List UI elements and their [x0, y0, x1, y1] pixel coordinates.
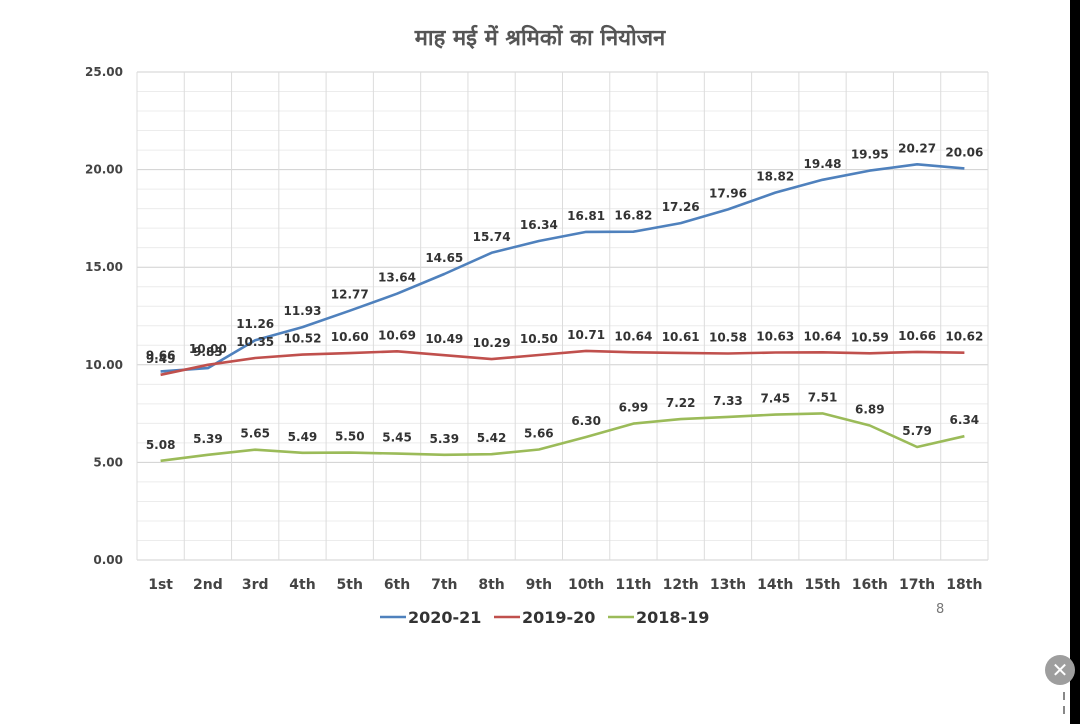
x-tick-label: 15th [804, 577, 840, 593]
data-label: 14.65 [425, 251, 463, 265]
data-label: 5.42 [477, 431, 507, 445]
series-line-2020-21 [160, 163, 965, 373]
x-tick-label: 10th [568, 577, 604, 593]
data-label: 9.83 [193, 345, 223, 359]
legend-label-2019-20: 2019-20 [522, 608, 595, 627]
data-label: 11.26 [236, 317, 274, 331]
data-label: 5.45 [382, 431, 412, 445]
x-tick-label: 3rd [242, 577, 269, 593]
x-tick-label: 8th [478, 577, 504, 593]
data-label: 10.49 [425, 332, 463, 346]
data-label: 7.22 [666, 396, 696, 410]
y-tick-label: 15.00 [85, 260, 123, 274]
page-number: 8 [936, 602, 945, 617]
x-tick-label: 7th [431, 577, 457, 593]
data-label: 5.39 [430, 432, 460, 446]
data-label: 10.52 [283, 332, 321, 346]
data-label: 10.61 [662, 330, 700, 344]
y-tick-label: 0.00 [93, 553, 123, 567]
data-label: 10.35 [236, 335, 274, 349]
data-label: 19.48 [804, 157, 842, 171]
x-tick-label: 14th [757, 577, 793, 593]
data-label: 7.51 [808, 390, 838, 404]
data-label: 5.39 [193, 432, 223, 446]
data-label: 7.33 [713, 394, 743, 408]
data-label: 10.58 [709, 330, 747, 344]
data-label: 12.77 [331, 288, 369, 302]
data-label: 10.64 [614, 329, 652, 343]
x-tick-label: 4th [289, 577, 315, 593]
data-label: 9.49 [146, 352, 176, 366]
data-label: 17.26 [662, 200, 700, 214]
x-tick-label: 6th [384, 577, 410, 593]
data-label: 19.95 [851, 148, 889, 162]
data-label: 15.74 [473, 230, 511, 244]
close-icon[interactable]: ✕ [1045, 655, 1075, 685]
data-label: 16.34 [520, 218, 558, 232]
data-label: 10.66 [898, 329, 936, 343]
data-label: 5.49 [288, 430, 318, 444]
x-tick-label: 17th [899, 577, 935, 593]
data-label: 16.82 [614, 209, 652, 223]
x-tick-label: 5th [337, 577, 363, 593]
data-label: 9.66 [146, 348, 176, 362]
x-tick-label: 12th [663, 577, 699, 593]
data-label: 10.62 [945, 330, 983, 344]
data-label: 13.64 [378, 271, 416, 285]
data-label: 5.08 [146, 438, 176, 452]
x-tick-label: 18th [946, 577, 982, 593]
data-label: 5.79 [902, 424, 932, 438]
data-label: 6.34 [950, 413, 980, 427]
data-label: 5.65 [240, 427, 270, 441]
data-label: 18.82 [756, 170, 794, 184]
legend-label-2018-19: 2018-19 [636, 608, 709, 627]
data-label: 6.99 [619, 401, 649, 415]
chart-title: माह मई में श्रमिकों का नियोजन [414, 26, 666, 51]
data-label: 10.69 [378, 328, 416, 342]
data-label: 10.59 [851, 330, 889, 344]
data-label: 6.89 [855, 403, 885, 417]
data-label: 5.66 [524, 427, 554, 441]
data-label: 16.81 [567, 209, 605, 223]
data-label: 10.64 [804, 329, 842, 343]
x-tick-label: 13th [710, 577, 746, 593]
y-tick-label: 10.00 [85, 358, 123, 372]
data-label: 10.71 [567, 328, 605, 342]
legend-label-2020-21: 2020-21 [408, 608, 481, 627]
x-tick-label: 16th [852, 577, 888, 593]
data-label: 10.60 [331, 330, 369, 344]
x-tick-label: 11th [615, 577, 651, 593]
x-tick-label: 1st [148, 577, 173, 593]
x-tick-label: 9th [526, 577, 552, 593]
scroll-indicator [1063, 692, 1065, 700]
data-label: 10.50 [520, 332, 558, 346]
data-label: 10.00 [189, 342, 227, 356]
data-label: 10.29 [473, 336, 511, 350]
y-tick-label: 20.00 [85, 163, 123, 177]
series-line-2018-19 [160, 412, 965, 463]
data-label: 5.50 [335, 430, 365, 444]
scroll-indicator-2 [1063, 706, 1065, 714]
data-label: 20.27 [898, 141, 936, 155]
series-line-2019-20 [160, 349, 965, 377]
data-label: 7.45 [760, 392, 790, 406]
y-tick-label: 5.00 [93, 455, 123, 469]
data-label: 10.63 [756, 330, 794, 344]
data-label: 11.93 [283, 304, 321, 318]
data-label: 20.06 [945, 145, 983, 159]
y-tick-label: 25.00 [85, 65, 123, 79]
x-tick-label: 2nd [193, 577, 223, 593]
data-label: 17.96 [709, 186, 747, 200]
data-label: 6.30 [571, 414, 601, 428]
